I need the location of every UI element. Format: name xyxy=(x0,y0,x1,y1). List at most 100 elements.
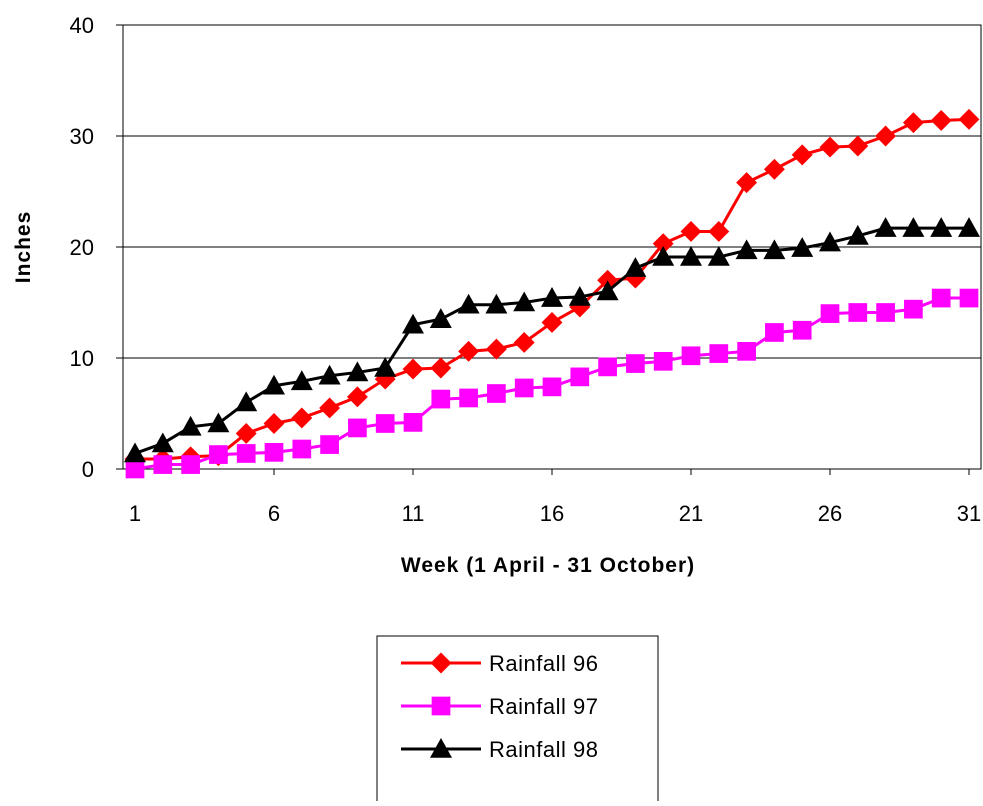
data-point xyxy=(819,136,841,158)
data-point xyxy=(904,299,923,319)
data-point xyxy=(653,351,673,371)
data-point xyxy=(876,303,895,322)
y-tick-label: 10 xyxy=(70,346,94,371)
data-point xyxy=(736,172,758,194)
y-axis-title: Inches xyxy=(12,211,35,284)
legend-label: Rainfall 97 xyxy=(489,694,598,719)
data-point xyxy=(763,239,786,260)
data-point xyxy=(403,413,423,432)
data-point xyxy=(263,374,285,395)
y-tick-label: 40 xyxy=(70,13,94,38)
data-point xyxy=(652,233,674,255)
legend-marker xyxy=(430,738,452,758)
data-point xyxy=(181,455,200,474)
x-tick-label: 6 xyxy=(268,501,280,526)
data-point xyxy=(958,108,980,130)
data-point xyxy=(235,391,258,412)
data-point xyxy=(624,257,647,277)
data-point xyxy=(236,444,256,463)
x-tick-label: 16 xyxy=(540,501,564,526)
data-point xyxy=(291,407,313,429)
data-point xyxy=(346,361,369,382)
data-point xyxy=(485,293,508,314)
data-point xyxy=(765,323,784,342)
data-point xyxy=(514,378,534,398)
data-point xyxy=(763,158,785,180)
data-point xyxy=(598,357,617,377)
data-point xyxy=(709,344,729,363)
data-point xyxy=(290,370,313,391)
series-3 xyxy=(124,217,980,463)
data-point xyxy=(541,312,563,333)
data-point xyxy=(235,423,257,444)
series-2 xyxy=(125,288,979,479)
data-point xyxy=(348,418,367,438)
data-point xyxy=(459,388,478,408)
data-point xyxy=(930,110,952,131)
data-point xyxy=(487,384,506,403)
data-point xyxy=(209,445,228,464)
legend-item: Rainfall 98 xyxy=(401,737,598,762)
x-axis-ticks: 1 6 11 16 21 26 31 xyxy=(129,469,981,526)
data-point xyxy=(179,415,202,436)
data-point xyxy=(791,237,814,257)
data-point xyxy=(485,338,507,360)
y-tick-label: 0 xyxy=(82,457,94,482)
data-point xyxy=(346,386,368,408)
data-point xyxy=(958,217,980,237)
data-point xyxy=(402,313,424,334)
x-tick-label: 1 xyxy=(129,501,141,526)
legend-marker xyxy=(430,652,452,674)
legend-item: Rainfall 96 xyxy=(401,651,598,676)
data-point xyxy=(541,287,563,307)
legend-label: Rainfall 98 xyxy=(489,737,598,762)
legend-label: Rainfall 96 xyxy=(489,651,598,676)
data-point xyxy=(125,459,145,479)
data-point xyxy=(626,354,645,373)
data-point xyxy=(874,217,897,237)
data-point xyxy=(680,245,702,266)
x-axis-title: Week (1 April - 31 October) xyxy=(401,554,695,577)
data-point xyxy=(402,358,424,380)
data-point xyxy=(735,239,758,260)
legend-item: Rainfall 97 xyxy=(401,694,598,719)
data-point xyxy=(902,112,924,134)
data-point xyxy=(151,432,174,453)
data-point xyxy=(902,217,925,237)
data-point xyxy=(318,364,341,385)
data-point xyxy=(737,341,756,361)
data-point xyxy=(569,296,591,318)
data-point xyxy=(374,356,397,377)
series-layer xyxy=(124,108,980,479)
data-point xyxy=(457,293,480,314)
data-point xyxy=(596,280,619,301)
data-point xyxy=(959,288,979,308)
data-point xyxy=(568,285,591,306)
data-point xyxy=(263,413,285,434)
data-point xyxy=(680,221,702,242)
x-tick-label: 11 xyxy=(402,501,425,526)
data-point xyxy=(930,217,953,237)
legend-marker xyxy=(431,696,451,716)
data-point xyxy=(819,231,841,252)
data-point xyxy=(820,304,840,323)
x-tick-label: 31 xyxy=(957,501,981,526)
y-tick-label: 30 xyxy=(70,124,94,149)
data-point xyxy=(875,125,897,147)
data-point xyxy=(431,389,451,409)
series-line xyxy=(134,226,969,455)
data-point xyxy=(708,221,730,242)
data-point xyxy=(570,367,590,387)
data-point xyxy=(430,357,452,379)
data-point xyxy=(542,377,562,397)
data-point xyxy=(791,144,813,166)
data-point xyxy=(847,135,869,157)
data-point xyxy=(292,439,312,459)
data-point xyxy=(846,224,869,245)
y-tick-label: 20 xyxy=(70,235,94,260)
data-point xyxy=(375,414,395,433)
data-point xyxy=(124,442,146,463)
data-point xyxy=(207,412,230,433)
